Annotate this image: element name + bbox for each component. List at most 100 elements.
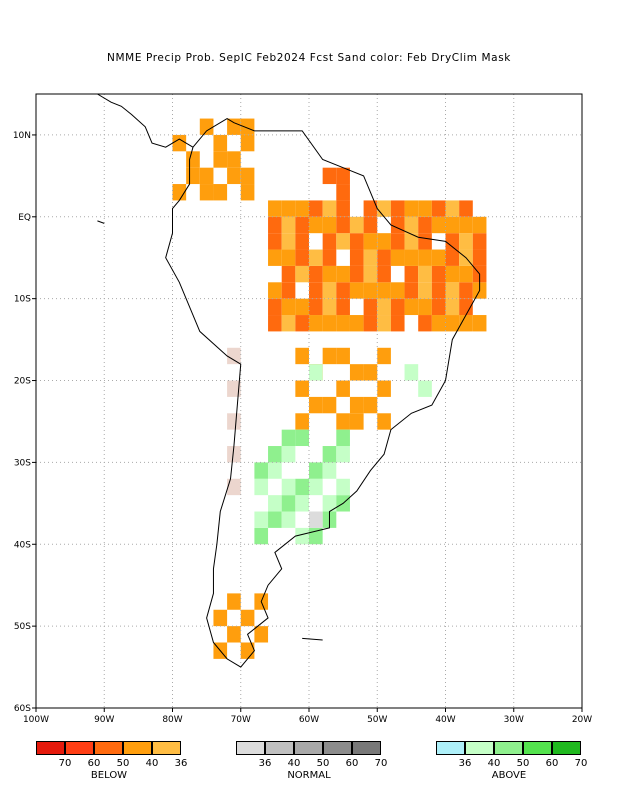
forecast-cell	[281, 511, 296, 528]
forecast-cell	[254, 478, 269, 496]
forecast-cell	[431, 315, 446, 332]
forecast-cell	[322, 462, 337, 479]
forecast-cell	[213, 609, 228, 627]
lon-tick-label: 50W	[367, 715, 387, 725]
forecast-cell	[322, 200, 337, 217]
forecast-cell	[281, 298, 296, 316]
forecast-cell	[309, 249, 323, 266]
map-title: NMME Precip Prob. SepIC Feb2024 Fcst San…	[107, 52, 511, 64]
forecast-cell	[281, 495, 296, 512]
lon-tick-label: 30W	[504, 715, 524, 725]
forecast-cell	[268, 446, 282, 463]
forecast-cell	[254, 527, 269, 545]
forecast-cell	[295, 216, 309, 234]
forecast-cell	[336, 478, 350, 496]
forecast-cell	[363, 315, 378, 332]
forecast-cell	[349, 265, 364, 283]
forecast-cell	[363, 396, 378, 414]
forecast-cell	[459, 315, 473, 332]
legend-normal: 36 40 50 60 70 NORMAL	[236, 741, 387, 785]
forecast-cell	[459, 216, 473, 234]
forecast-cell	[268, 216, 282, 234]
forecast-cell	[295, 478, 309, 496]
legend-above-label: 60	[545, 758, 559, 769]
forecast-cell	[322, 315, 337, 332]
forecast-cell	[281, 200, 296, 217]
forecast-cell	[281, 265, 296, 283]
forecast-cell	[309, 200, 323, 217]
forecast-cell	[404, 265, 419, 283]
lat-tick-label: 10N	[13, 131, 31, 141]
forecast-cell	[199, 167, 214, 185]
forecast-cell	[459, 298, 473, 316]
legend-normal-label: 70	[374, 758, 388, 769]
forecast-cell	[377, 315, 391, 332]
forecast-cell	[268, 315, 282, 332]
forecast-cell	[309, 315, 323, 332]
forecast-cell	[309, 265, 323, 283]
forecast-cell	[227, 380, 241, 397]
legend-above-swatch	[465, 741, 494, 755]
lon-tick-label: 20W	[572, 715, 592, 725]
lat-tick-label: 20S	[14, 377, 31, 387]
forecast-cell	[404, 216, 419, 234]
forecast-cell	[404, 249, 419, 266]
forecast-cell	[336, 233, 350, 250]
forecast-cell	[295, 200, 309, 217]
forecast-cell	[418, 282, 432, 299]
forecast-cell	[268, 200, 282, 217]
forecast-cell	[281, 446, 296, 463]
forecast-cell	[390, 200, 405, 217]
forecast-cell	[336, 429, 350, 447]
forecast-cell	[227, 347, 241, 365]
forecast-cell	[431, 216, 446, 234]
lat-tick-label: EQ	[18, 213, 31, 223]
forecast-cell	[390, 282, 405, 299]
lat-tick-label: 50S	[14, 622, 31, 632]
forecast-cell	[336, 298, 350, 316]
coastlines	[97, 93, 481, 668]
legend-normal-title: NORMAL	[287, 770, 331, 781]
legend-below: 70 60 50 40 36 BELOW	[36, 741, 187, 785]
legend-above-swatch	[523, 741, 552, 755]
legend-above-title: ABOVE	[491, 770, 527, 781]
legend-above-label: 40	[487, 758, 501, 769]
legend-normal-swatch	[294, 741, 323, 755]
forecast-cell	[336, 446, 350, 463]
legend-above-label: 50	[516, 758, 530, 769]
forecast-cell	[377, 298, 391, 316]
lon-tick-labels: 100W 90W 80W 70W 60W 50W 40W 30W 20W	[23, 715, 592, 725]
legend-below-swatch	[123, 741, 152, 755]
forecast-cell	[281, 315, 296, 332]
forecast-cell	[240, 118, 255, 135]
forecast-cell	[268, 282, 282, 299]
forecast-cell	[227, 446, 241, 463]
forecast-cell	[322, 347, 337, 365]
forecast-cell	[240, 134, 255, 152]
forecast-cell	[349, 315, 364, 332]
lat-tick-label: 30S	[14, 458, 31, 468]
forecast-cell	[418, 233, 432, 250]
forecast-cell	[418, 315, 432, 332]
forecast-cell	[309, 216, 323, 234]
forecast-cell	[295, 315, 309, 332]
forecast-cell	[322, 233, 337, 250]
lon-tick-label: 100W	[23, 715, 49, 725]
forecast-cell	[295, 298, 309, 316]
forecast-cell	[309, 462, 323, 479]
legend-normal-swatch	[352, 741, 381, 755]
forecast-cell	[390, 249, 405, 266]
forecast-cell	[349, 249, 364, 266]
forecast-cell	[445, 298, 460, 316]
forecast-cell	[445, 216, 460, 234]
forecast-cell	[363, 249, 378, 266]
forecast-cell	[377, 265, 391, 283]
legend-normal-label: 60	[345, 758, 359, 769]
forecast-cell	[377, 282, 391, 299]
forecast-cell	[336, 413, 350, 430]
forecast-cell	[431, 249, 446, 266]
legend-below-label: 50	[116, 758, 130, 769]
forecast-cell	[186, 167, 200, 185]
forecast-cell	[309, 364, 323, 381]
